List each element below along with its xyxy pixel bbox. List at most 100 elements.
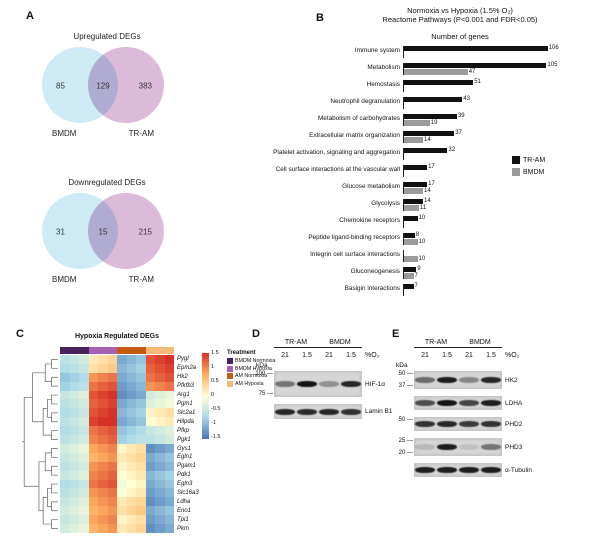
heatmap-cell: [98, 479, 108, 489]
heatmap-cell: [126, 417, 136, 427]
treatment-swatch: [227, 358, 233, 364]
heatmap-cell: [69, 381, 79, 391]
heatmap-cell: [60, 417, 70, 427]
heatmap-cell: [79, 355, 89, 364]
heatmap-cell: [98, 372, 108, 382]
blot-image: [274, 371, 362, 397]
venn-set-labels: BMDM TR-AM: [42, 129, 164, 138]
heatmap-cell: [126, 355, 136, 364]
bar-value-label: 11: [419, 204, 427, 211]
heatmap-cell: [79, 399, 89, 409]
heatmap-cell: [145, 399, 155, 409]
heatmap-cell: [155, 435, 165, 444]
heatmap-cell: [98, 452, 108, 462]
protein-band: [437, 467, 457, 473]
treatment-legend-item: BMDM Hypoxia: [227, 365, 275, 372]
heatmap-cell: [136, 390, 146, 400]
heatmap-cell: [126, 488, 136, 498]
heatmap-cell: [164, 461, 174, 471]
heatmap-cell: [136, 515, 146, 525]
bar-category-label: Chemokine receptors: [339, 217, 400, 225]
heatmap-cell: [107, 381, 117, 391]
heatmap-cell: [107, 470, 117, 480]
blot-lane: [414, 463, 436, 477]
heatmap-cell: [98, 381, 108, 391]
bar-category-label: Gluconeogenesis: [350, 268, 400, 276]
treatment-bar-segment: [88, 347, 117, 354]
heatmap-cell: [69, 399, 79, 409]
blot-row: 100 — 75 — HIF-1α: [248, 371, 392, 397]
blot-lane: [414, 417, 436, 431]
panel-a-venn-diagrams: A Upregulated DEGs 85 129 383 BMDM TR-AM…: [26, 10, 206, 322]
heatmap-cell: [98, 488, 108, 498]
heatmap-cell: [145, 497, 155, 507]
gene-label: Pfkfb3: [177, 383, 195, 390]
blot-lane: [480, 463, 502, 477]
protein-band: [481, 467, 501, 473]
heatmap-cell: [107, 497, 117, 507]
heatmap-cell: [155, 390, 165, 400]
heatmap-cell: [79, 479, 89, 489]
blot-lane: [274, 404, 296, 419]
bar: [404, 205, 419, 211]
heatmap-cell: [79, 372, 89, 382]
heatmap-cell: [98, 417, 108, 427]
blot-lane: [340, 371, 362, 397]
group-label-bmdm: BMDM: [458, 339, 502, 348]
treatment-swatch: [227, 365, 233, 372]
heatmap-cell: [60, 461, 70, 471]
bar-row: Metabolism of carbohydrates 39 19: [240, 111, 596, 128]
heatmap-cell: [136, 497, 146, 507]
bar-pair: 17: [403, 164, 596, 177]
gene-label: Slc2a1: [177, 409, 196, 416]
heatmap-cell: [107, 435, 117, 444]
heatmap-cell: [60, 372, 70, 382]
heatmap-cell: [60, 408, 70, 418]
venn-circle-tram: [88, 193, 164, 269]
heatmap-cell: [88, 524, 98, 533]
bar-row: Glucose metabolism 17 14: [240, 179, 596, 196]
heatmap-cell: [69, 417, 79, 427]
heatmap-cell: [69, 461, 79, 471]
protein-band: [459, 444, 479, 450]
heatmap-cell: [117, 399, 127, 409]
heatmap-cell: [88, 497, 98, 507]
heatmap-cell: [155, 515, 165, 525]
gene-label: Pkm: [177, 525, 189, 532]
protein-band: [341, 408, 361, 415]
venn-count-bmdm-only: 85: [56, 81, 65, 91]
heatmap-cell: [98, 461, 108, 471]
heatmap-cell: [69, 363, 79, 373]
heatmap-cell: [79, 381, 89, 391]
heatmap-cell: [155, 399, 165, 409]
heatmap-cell: [60, 399, 70, 409]
blot-row: 25 — 20 — PHD3: [388, 438, 532, 456]
bar: [404, 113, 457, 119]
blot-lane: [436, 371, 458, 389]
venn-label-bmdm: BMDM: [52, 275, 77, 284]
blot-row: LDHA: [388, 396, 532, 410]
panel-label-c: C: [16, 328, 24, 340]
blot-lane: [296, 404, 318, 419]
heatmap-cell: [155, 372, 165, 382]
protein-band: [297, 408, 317, 415]
heatmap-cell: [164, 497, 174, 507]
protein-band: [437, 444, 457, 450]
heatmap-cell: [107, 452, 117, 462]
heatmap-cell: [164, 470, 174, 480]
protein-band: [275, 381, 295, 387]
heatmap-cell: [98, 399, 108, 409]
legend-swatch: [512, 156, 520, 164]
bar: [404, 147, 448, 153]
legend-swatch: [512, 168, 520, 176]
heatmap-cell: [126, 470, 136, 480]
protein-band: [415, 444, 435, 450]
heatmap-cell: [155, 417, 165, 427]
treatment-swatch: [227, 373, 233, 379]
heatmap-cell: [60, 524, 70, 533]
heatmap-cell: [88, 408, 98, 418]
blot-image: [414, 371, 502, 389]
heatmap-cell: [117, 417, 127, 427]
bar-pair: 37 14: [403, 130, 596, 143]
bar-holder: 106: [404, 45, 596, 51]
